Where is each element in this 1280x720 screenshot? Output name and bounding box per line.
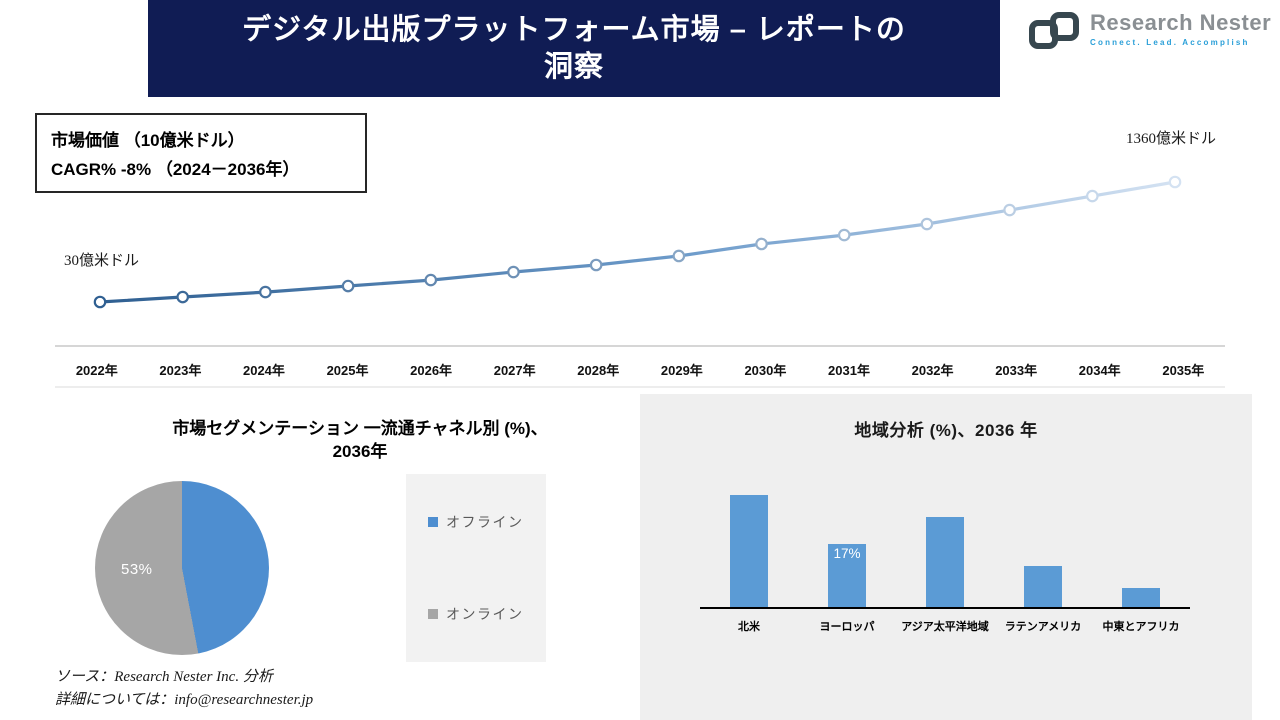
pie-slice-label: 53% xyxy=(121,561,153,578)
title-line-1: デジタル出版プラットフォーム市場 – レポートの xyxy=(242,13,906,46)
line-marker xyxy=(424,273,438,287)
bar-category-label: アジア太平洋地域 xyxy=(901,621,989,633)
line-start-value-label: 30億米ドル xyxy=(64,253,140,269)
legend-label-online: オンライン xyxy=(446,606,524,622)
year-axis-label: 2026年 xyxy=(410,363,453,378)
bar-group: 17% xyxy=(798,543,896,607)
market-value-box: 市場価値 （10億米ドル） CAGR% -8% （2024－2036年） xyxy=(35,113,367,193)
footer: ソース：Research Nester Inc. 分析 詳細については：info… xyxy=(55,666,313,712)
market-value-line-chart xyxy=(93,175,1182,309)
year-axis-label: 2022年 xyxy=(75,363,118,378)
bar-group xyxy=(700,495,798,607)
year-axis-label: 2025年 xyxy=(326,363,369,378)
legend-item-offline: オフライン xyxy=(428,512,546,532)
page-title: デジタル出版プラットフォーム市場 – レポートの 洞察 xyxy=(242,12,906,86)
year-axis-label: 2034年 xyxy=(1078,363,1121,378)
line-marker xyxy=(755,237,768,251)
offline-swatch xyxy=(428,517,438,527)
distribution-pie-chart: 53% xyxy=(95,481,269,655)
year-axis-label: 2027年 xyxy=(493,363,536,378)
bar-category-label: 北米 xyxy=(738,621,760,633)
logo-name: Research Nester xyxy=(1090,10,1272,35)
year-axis: 2022年 2023年 2024年 2025年 2026年 2027年 2028年 2029年… xyxy=(55,345,1225,388)
line-marker xyxy=(837,228,851,242)
year-axis-label: 2023年 xyxy=(159,363,202,378)
cagr-label: CAGR% -8% （2024－2036年） xyxy=(51,160,300,179)
bar xyxy=(730,495,768,607)
line-marker xyxy=(1003,203,1016,217)
year-axis-label: 2029年 xyxy=(660,363,703,378)
line-marker xyxy=(672,249,686,263)
year-axis-label: 2035年 xyxy=(1162,363,1205,378)
contact-note: 詳細については：info@researchnester.jp xyxy=(55,692,314,708)
bar-value-label: 17% xyxy=(833,545,861,561)
line-marker xyxy=(93,295,107,309)
line-marker xyxy=(507,265,520,279)
bar xyxy=(926,517,964,607)
chain-link-icon xyxy=(1029,12,1079,49)
line-marker xyxy=(341,279,355,293)
bar xyxy=(1024,565,1062,607)
year-axis-label: 2024年 xyxy=(242,363,285,378)
legend-label-offline: オフライン xyxy=(446,514,524,530)
market-value-label: 市場価値 （10億米ドル） xyxy=(51,131,245,150)
bar-plot-area: 17% xyxy=(700,494,1190,609)
line-marker xyxy=(589,258,603,272)
bar-chart-title: 地域分析 (%)、2036 年 xyxy=(854,421,1038,440)
title-banner: デジタル出版プラットフォーム市場 – レポートの 洞察 xyxy=(148,0,1000,97)
online-swatch xyxy=(428,609,438,619)
regional-bar-chart: 17% 北米 ヨーロッパ アジア太平洋地域 ラテンアメリカ 中東とアフリカ xyxy=(700,494,1190,634)
trend-line xyxy=(99,180,1176,304)
logo-text: Research Nester Connect. Lead. Accomplis… xyxy=(1090,10,1271,47)
title-line-2: 洞察 xyxy=(543,50,604,83)
pie-chart-title: 市場セグメンテーション 一流通チャネル別 (%)、 2036年 xyxy=(80,417,640,463)
bar xyxy=(1122,588,1160,607)
pie-title-line-2: 2036年 xyxy=(332,442,388,461)
bar-category-axis: 北米 ヨーロッパ アジア太平洋地域 ラテンアメリカ 中東とアフリカ xyxy=(700,609,1190,634)
line-marker xyxy=(1086,189,1099,203)
year-axis-label: 2032年 xyxy=(911,363,954,378)
trend-line-markers xyxy=(93,175,1182,309)
bar-category-label: ヨーロッパ xyxy=(819,621,875,633)
year-axis-label: 2030年 xyxy=(744,363,787,378)
year-axis-label: 2033年 xyxy=(995,363,1038,378)
logo-tagline: Connect. Lead. Accomplish xyxy=(1090,38,1250,47)
bar-group xyxy=(994,565,1092,607)
line-marker xyxy=(259,285,272,299)
pie-title-line-1: 市場セグメンテーション 一流通チャネル別 (%)、 xyxy=(172,419,548,438)
pie-legend: オフライン オンライン xyxy=(406,474,546,662)
line-marker xyxy=(176,290,189,304)
bar-category-label: 中東とアフリカ xyxy=(1102,621,1180,633)
bar-category-label: ラテンアメリカ xyxy=(1004,621,1082,633)
source-note: ソース：Research Nester Inc. 分析 xyxy=(55,669,273,685)
line-marker xyxy=(1168,175,1182,189)
line-end-value-label: 1360億米ドル xyxy=(1126,131,1217,147)
regional-analysis-panel: 地域分析 (%)、2036 年 17% 北米 ヨーロッパ アジア太平洋地域 ラテンアメ… xyxy=(640,394,1252,720)
legend-item-online: オンライン xyxy=(428,604,546,624)
line-marker xyxy=(920,217,934,231)
research-nester-logo: Research Nester Connect. Lead. Accomplis… xyxy=(1028,10,1271,52)
year-axis-label: 2031年 xyxy=(828,363,870,378)
year-axis-label: 2028年 xyxy=(577,363,620,378)
bar: 17% xyxy=(828,543,866,607)
bar-group xyxy=(896,517,994,607)
bar-group xyxy=(1092,588,1190,607)
